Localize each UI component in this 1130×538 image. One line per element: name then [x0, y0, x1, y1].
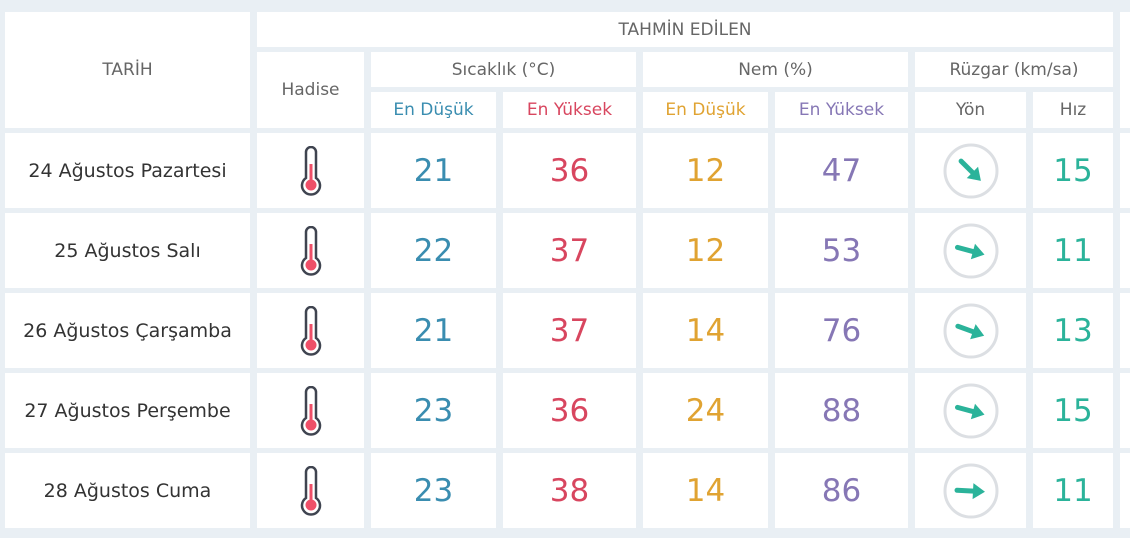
row-hum-max: 53: [775, 213, 908, 288]
row-wind-speed: 15: [1033, 133, 1113, 208]
header-date: TARİH: [5, 12, 250, 128]
header-wind-direction: Yön: [915, 92, 1026, 128]
row-wind-speed: 15: [1033, 373, 1113, 448]
row-extra: [1120, 133, 1130, 208]
row-temp-max: 37: [503, 213, 636, 288]
row-hum-min: 24: [643, 373, 768, 448]
row-hum-min: 14: [643, 453, 768, 528]
row-temp-min: 22: [371, 213, 496, 288]
row-hum-min: 12: [643, 133, 768, 208]
row-event: [257, 373, 364, 448]
row-event: [257, 133, 364, 208]
forecast-table: TARİH TAHMİN EDİLEN Hadise Sıcaklık (°C)…: [5, 12, 1130, 528]
row-temp-min: 21: [371, 293, 496, 368]
row-temp-min: 21: [371, 133, 496, 208]
row-temp-max: 36: [503, 133, 636, 208]
wind-direction-arrow-icon: [942, 142, 1000, 200]
row-temp-min: 23: [371, 373, 496, 448]
thermometer-icon: [299, 305, 323, 356]
wind-direction-arrow-icon: [942, 302, 1000, 360]
thermometer-icon: [299, 385, 323, 436]
header-extra: [1120, 12, 1130, 128]
wind-direction-arrow-icon: [942, 222, 1000, 280]
row-date: 25 Ağustos Salı: [5, 213, 250, 288]
row-temp-min: 23: [371, 453, 496, 528]
row-temp-max: 37: [503, 293, 636, 368]
row-wind-direction: [915, 213, 1026, 288]
row-event: [257, 213, 364, 288]
row-date: 26 Ağustos Çarşamba: [5, 293, 250, 368]
row-wind-speed: 11: [1033, 453, 1113, 528]
row-wind-direction: [915, 453, 1026, 528]
row-wind-direction: [915, 373, 1026, 448]
row-extra: [1120, 373, 1130, 448]
row-temp-max: 38: [503, 453, 636, 528]
header-event: Hadise: [257, 52, 364, 128]
row-wind-direction: [915, 133, 1026, 208]
wind-direction-arrow-icon: [942, 462, 1000, 520]
header-hum-min: En Düşük: [643, 92, 768, 128]
header-wind: Rüzgar (km/sa): [915, 52, 1113, 87]
row-extra: [1120, 293, 1130, 368]
row-date: 27 Ağustos Perşembe: [5, 373, 250, 448]
row-event: [257, 453, 364, 528]
row-date: 28 Ağustos Cuma: [5, 453, 250, 528]
row-hum-max: 86: [775, 453, 908, 528]
row-hum-max: 88: [775, 373, 908, 448]
row-wind-speed: 11: [1033, 213, 1113, 288]
wind-direction-arrow-icon: [942, 382, 1000, 440]
row-extra: [1120, 213, 1130, 288]
row-hum-min: 14: [643, 293, 768, 368]
row-hum-max: 76: [775, 293, 908, 368]
row-extra: [1120, 453, 1130, 528]
header-temp-max: En Yüksek: [503, 92, 636, 128]
header-wind-speed: Hız: [1033, 92, 1113, 128]
row-hum-min: 12: [643, 213, 768, 288]
header-humidity: Nem (%): [643, 52, 908, 87]
thermometer-icon: [299, 145, 323, 196]
thermometer-icon: [299, 225, 323, 276]
row-wind-direction: [915, 293, 1026, 368]
thermometer-icon: [299, 465, 323, 516]
row-date: 24 Ağustos Pazartesi: [5, 133, 250, 208]
header-forecast: TAHMİN EDİLEN: [257, 12, 1113, 47]
row-event: [257, 293, 364, 368]
row-temp-max: 36: [503, 373, 636, 448]
header-temp-min: En Düşük: [371, 92, 496, 128]
header-temperature: Sıcaklık (°C): [371, 52, 636, 87]
header-hum-max: En Yüksek: [775, 92, 908, 128]
row-hum-max: 47: [775, 133, 908, 208]
row-wind-speed: 13: [1033, 293, 1113, 368]
